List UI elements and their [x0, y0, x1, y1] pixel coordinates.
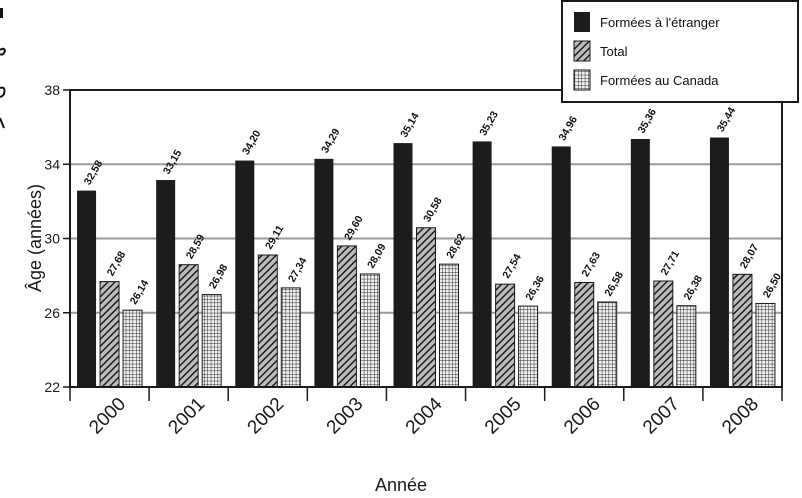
y-axis-title: Âge (années) [25, 184, 45, 292]
bar-canada-2004 [439, 263, 459, 388]
y-tick-label: 34 [44, 156, 60, 172]
bar-total-2008 [732, 273, 753, 388]
x-tick-label-2008: 2008 [718, 394, 763, 439]
data-label-canada-2006: 26,58 [602, 270, 626, 299]
legend-box [561, 0, 799, 103]
bar-foreign-2008 [709, 137, 729, 387]
legend-label-foreign: Formées à l'étranger [600, 15, 720, 30]
data-label-canada-2004: 28,62 [444, 232, 468, 261]
data-label-canada-2007: 26,38 [682, 273, 706, 302]
data-label-canada-2002: 27,34 [286, 255, 310, 284]
x-tick-label-2003: 2003 [323, 394, 368, 439]
bar-canada-2003 [359, 273, 380, 388]
data-label-total-2004: 30,58 [421, 195, 445, 224]
data-label-canada-2008: 26,50 [761, 271, 785, 300]
data-label-total-2006: 27,63 [579, 250, 603, 279]
x-axis-title: Année [375, 475, 427, 495]
bar-canada-2007 [676, 305, 697, 388]
bar-total-2002 [257, 254, 278, 388]
x-axis-ticks: 2000 2001 2002 2003 2004 2005 2006 2007 2008 [69, 388, 783, 439]
data-label-total-2007: 27,71 [659, 249, 683, 278]
data-label-foreign-2002: 34,20 [240, 128, 264, 157]
bar-canada-2006 [597, 301, 618, 388]
bar-foreign-2003 [314, 158, 334, 387]
bar-total-2001 [178, 264, 199, 388]
bar-total-2007 [653, 280, 674, 388]
x-tick-label-2002: 2002 [244, 394, 289, 439]
bar-foreign-2005 [472, 141, 492, 387]
bar-total-2004 [416, 227, 436, 388]
bar-canada-2008 [755, 302, 776, 388]
bar-total-2000 [99, 281, 120, 388]
bar-total-2003 [336, 245, 357, 388]
data-label-canada-2005: 26,36 [523, 274, 547, 303]
data-label-foreign-2000: 32,58 [82, 158, 106, 187]
legend-label-canada: Formées au Canada [600, 73, 719, 88]
x-tick-label-2007: 2007 [639, 394, 684, 439]
data-label-foreign-2004: 35,14 [398, 111, 422, 140]
y-tick-label: 22 [44, 379, 60, 395]
bar-total-2006 [574, 281, 595, 388]
bar-foreign-2006 [551, 146, 571, 387]
data-label-foreign-2005: 35,23 [477, 109, 501, 138]
bar-canada-2001 [201, 294, 222, 388]
x-tick-label-2000: 2000 [85, 394, 130, 439]
legend-swatch-foreign [574, 12, 590, 32]
y-tick-label: 30 [44, 231, 60, 247]
data-label-canada-2003: 28,09 [365, 242, 389, 271]
legend: Formées à l'étranger Total Formées au Ca… [561, 0, 799, 103]
y-axis-ticks: 22 26 30 34 38 [44, 82, 70, 395]
x-tick-label-2001: 2001 [164, 394, 209, 439]
bar-canada-2000 [122, 309, 143, 388]
data-label-total-2001: 28,59 [184, 232, 208, 261]
bar-foreign-2002 [235, 160, 255, 387]
x-tick-label-2006: 2006 [560, 394, 605, 439]
legend-swatch-canada [573, 69, 591, 91]
x-tick-label-2004: 2004 [402, 393, 447, 438]
data-label-total-2008: 28,07 [738, 242, 762, 271]
data-label-total-2000: 27,68 [105, 249, 129, 278]
data-label-canada-2001: 26,98 [207, 262, 231, 291]
edge-fragments [0, 8, 7, 129]
data-label-foreign-2008: 35,44 [715, 105, 739, 134]
data-label-foreign-2007: 35,36 [636, 107, 660, 136]
bar-foreign-2004 [393, 143, 413, 387]
y-tick-label: 26 [44, 305, 60, 321]
bar-canada-2002 [280, 287, 301, 388]
data-label-foreign-2006: 34,96 [556, 114, 580, 143]
bar-total-2005 [495, 283, 516, 388]
bar-foreign-2001 [156, 180, 176, 387]
data-label-total-2002: 29,11 [263, 223, 286, 251]
bar-foreign-2000 [77, 190, 97, 387]
bar-foreign-2007 [630, 139, 650, 387]
data-label-total-2005: 27,54 [500, 252, 524, 281]
y-tick-label: 38 [44, 82, 60, 98]
data-label-foreign-2003: 34,29 [319, 126, 343, 155]
legend-swatch-total [573, 40, 591, 62]
bar-canada-2005 [518, 305, 539, 388]
data-label-canada-2000: 26,14 [128, 278, 152, 307]
data-label-foreign-2001: 33,15 [161, 148, 185, 177]
x-tick-label-2005: 2005 [481, 394, 526, 439]
legend-label-total: Total [600, 44, 628, 59]
